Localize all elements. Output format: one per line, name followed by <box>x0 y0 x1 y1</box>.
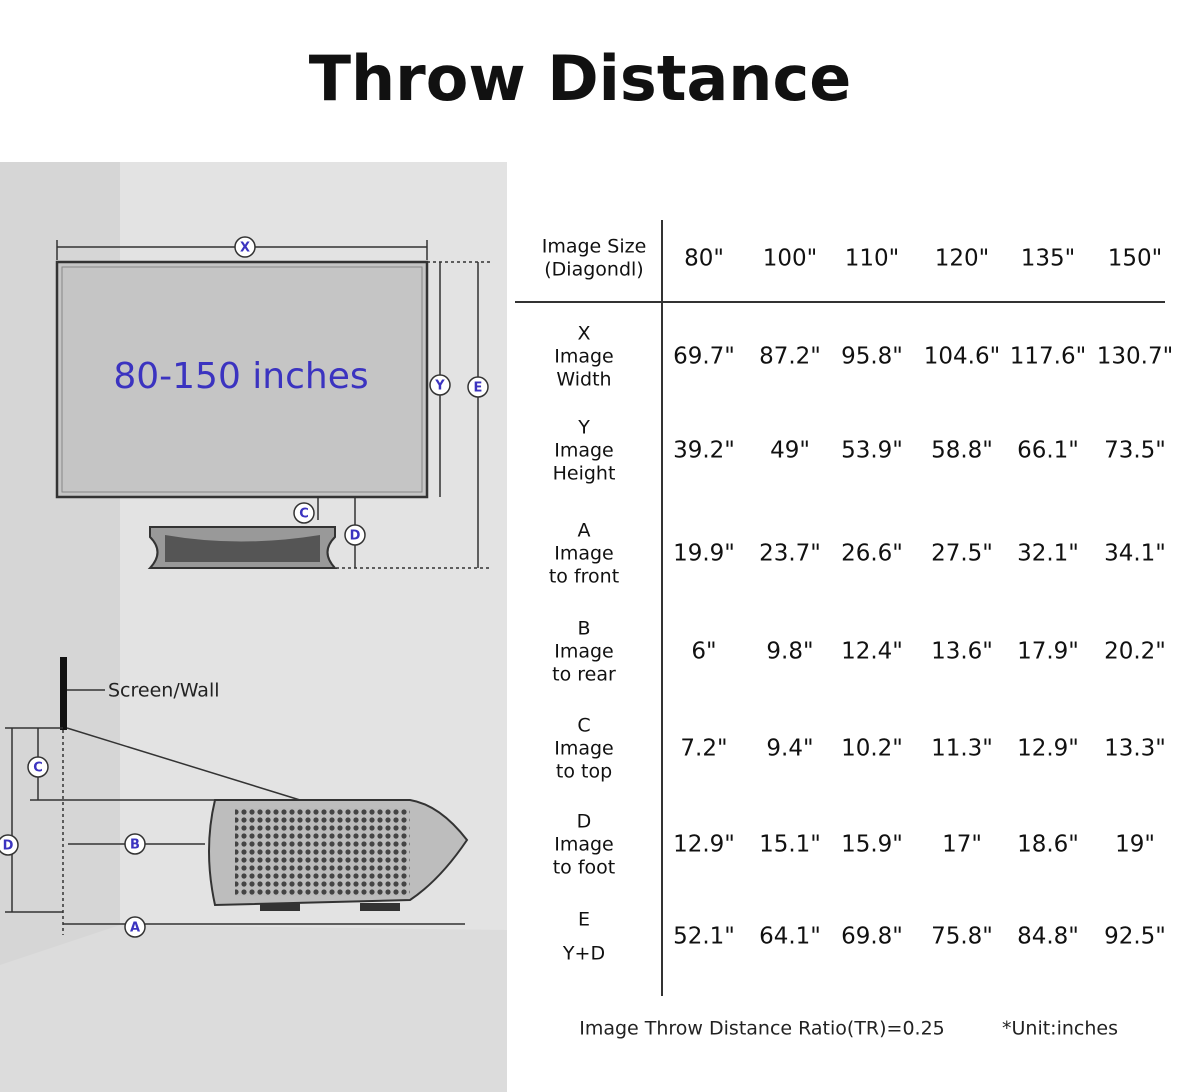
title: Throw Distance <box>309 42 852 115</box>
table: Image Size(Diagondl) 80" 100" 110" 120" 135" 1… <box>542 236 1173 965</box>
cell-value: 75.8" <box>931 924 993 950</box>
badge-label: D <box>350 529 361 544</box>
cell-value: 15.1" <box>759 832 821 858</box>
cell-value: 12.9" <box>1017 736 1079 762</box>
cell-value: 95.8" <box>841 344 903 370</box>
badge-label: B <box>130 838 140 853</box>
column-header: 120" <box>935 246 989 272</box>
badge-label: C <box>299 507 309 522</box>
badge <box>124 916 146 938</box>
cell-value: 52.1" <box>673 924 735 950</box>
cell-value: 6" <box>691 639 716 665</box>
cell-value: 49" <box>770 438 810 464</box>
row-label: X <box>577 323 590 345</box>
badge <box>429 374 451 396</box>
row-label: Image <box>554 440 614 462</box>
cell-value: 64.1" <box>759 924 821 950</box>
row-label: to front <box>549 566 619 588</box>
cell-value: 69.7" <box>673 344 735 370</box>
column-header: 150" <box>1108 246 1162 272</box>
cell-value: 13.6" <box>931 639 993 665</box>
cell-value: 104.6" <box>924 344 1000 370</box>
row-label: Image <box>554 543 614 565</box>
row-label: Image <box>554 641 614 663</box>
wall-label: Screen/Wall <box>108 680 220 702</box>
badge-label: E <box>474 381 483 396</box>
badge <box>467 376 489 398</box>
cell-value: 18.6" <box>1017 832 1079 858</box>
column-header: 135" <box>1021 246 1075 272</box>
cell-value: 13.3" <box>1104 736 1166 762</box>
cell-value: 92.5" <box>1104 924 1166 950</box>
panel-floor <box>0 925 507 1092</box>
cell-value: 84.8" <box>1017 924 1079 950</box>
badge-label: Y <box>434 379 445 394</box>
cell-value: 23.7" <box>759 541 821 567</box>
cell-value: 34.1" <box>1104 541 1166 567</box>
cell-value: 73.5" <box>1104 438 1166 464</box>
row-label: Width <box>556 369 611 391</box>
badge <box>124 833 146 855</box>
cell-value: 9.8" <box>766 639 813 665</box>
column-header: 80" <box>684 246 724 272</box>
cell-value: 12.4" <box>841 639 903 665</box>
row-label: Y+D <box>562 943 605 965</box>
badge <box>0 834 19 856</box>
row-label: Image <box>554 346 614 368</box>
cell-value: 12.9" <box>673 832 735 858</box>
cell-value: 32.1" <box>1017 541 1079 567</box>
badge-label: A <box>130 921 140 936</box>
badge <box>234 236 256 258</box>
row-label: to top <box>556 761 612 783</box>
row-label: Height <box>553 463 616 485</box>
cell-value: 9.4" <box>766 736 813 762</box>
screen-text: 80-150 inches <box>113 356 368 397</box>
row-label: E <box>578 909 590 931</box>
cell-value: 53.9" <box>841 438 903 464</box>
row-label: C <box>577 715 590 737</box>
row-label: to foot <box>553 857 616 879</box>
footer-unit: *Unit:inches <box>1002 1018 1118 1040</box>
cell-value: 27.5" <box>931 541 993 567</box>
cell-value: 130.7" <box>1097 344 1173 370</box>
header-label: Image Size <box>542 236 647 258</box>
column-header: 100" <box>763 246 817 272</box>
row-label: Image <box>554 738 614 760</box>
cell-value: 26.6" <box>841 541 903 567</box>
cell-value: 69.8" <box>841 924 903 950</box>
cell-value: 10.2" <box>841 736 903 762</box>
cell-value: 7.2" <box>680 736 727 762</box>
cell-value: 19" <box>1115 832 1155 858</box>
badge-label: X <box>240 241 250 256</box>
cell-value: 11.3" <box>931 736 993 762</box>
badge <box>344 524 366 546</box>
cell-value: 58.8" <box>931 438 993 464</box>
cell-value: 87.2" <box>759 344 821 370</box>
cell-value: 66.1" <box>1017 438 1079 464</box>
row-label: Image <box>554 834 614 856</box>
badge <box>27 756 49 778</box>
badge-label: D <box>3 839 14 854</box>
cell-value: 117.6" <box>1010 344 1086 370</box>
footer-ratio: Image Throw Distance Ratio(TR)=0.25 <box>579 1018 945 1040</box>
row-label: A <box>578 520 591 542</box>
row-label: to rear <box>552 664 616 686</box>
row-label: Y <box>577 417 590 439</box>
cell-value: 17" <box>942 832 982 858</box>
column-header: 110" <box>845 246 899 272</box>
header-label: (Diagondl) <box>544 259 643 281</box>
cell-value: 19.9" <box>673 541 735 567</box>
badge <box>293 502 315 524</box>
cell-value: 17.9" <box>1017 639 1079 665</box>
row-label: B <box>577 618 590 640</box>
side-view: Screen/Wall <box>5 657 469 935</box>
badge-label: C <box>33 761 43 776</box>
front-view: 80-150 inches <box>55 240 490 569</box>
cell-value: 15.9" <box>841 832 903 858</box>
cell-value: 20.2" <box>1104 639 1166 665</box>
row-label: D <box>577 811 592 833</box>
cell-value: 39.2" <box>673 438 735 464</box>
